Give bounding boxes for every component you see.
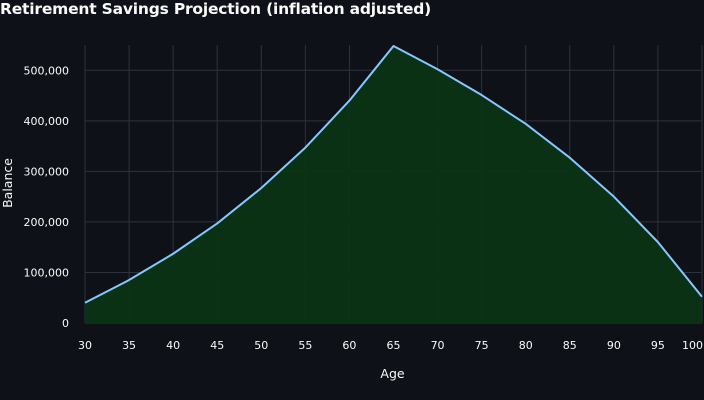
x-tick-label: 55 [298, 339, 312, 352]
x-tick-label: 70 [431, 339, 445, 352]
data-point [347, 99, 351, 103]
data-point [171, 252, 175, 256]
data-point [392, 44, 396, 48]
x-tick-label: 90 [607, 339, 621, 352]
data-point [568, 156, 572, 160]
x-tick-label: 60 [342, 339, 356, 352]
y-tick-label: 200,000 [24, 216, 70, 229]
data-point [436, 67, 440, 71]
y-tick-label: 0 [62, 317, 69, 330]
data-point [700, 295, 704, 299]
series-area [85, 46, 702, 323]
data-point [656, 240, 660, 244]
data-point [303, 146, 307, 150]
x-tick-label: 95 [651, 339, 665, 352]
series-line [84, 45, 703, 304]
data-point [480, 93, 484, 97]
x-axis-label: Age [380, 366, 404, 381]
x-tick-label: 50 [254, 339, 268, 352]
y-tick-label: 100,000 [24, 266, 70, 279]
data-point [127, 278, 131, 282]
x-tick-label: 35 [122, 339, 136, 352]
data-point [524, 122, 528, 126]
x-tick-label: 65 [387, 339, 401, 352]
x-tick-label: 85 [563, 339, 577, 352]
x-tick-label: 80 [519, 339, 533, 352]
data-point [612, 195, 616, 199]
y-axis-label: Balance [0, 158, 15, 208]
x-tick-label: 40 [166, 339, 180, 352]
y-tick-label: 300,000 [24, 165, 70, 178]
x-tick-label: 30 [78, 339, 92, 352]
x-tick-label: 75 [475, 339, 489, 352]
x-tick-label: 100 [682, 339, 703, 352]
x-tick-label: 45 [210, 339, 224, 352]
data-point [215, 221, 219, 225]
y-tick-label: 400,000 [24, 115, 70, 128]
data-point [83, 301, 87, 305]
y-tick-label: 500,000 [24, 64, 70, 77]
chart-title: Retirement Savings Projection (inflation… [0, 0, 432, 18]
data-point [259, 186, 263, 190]
